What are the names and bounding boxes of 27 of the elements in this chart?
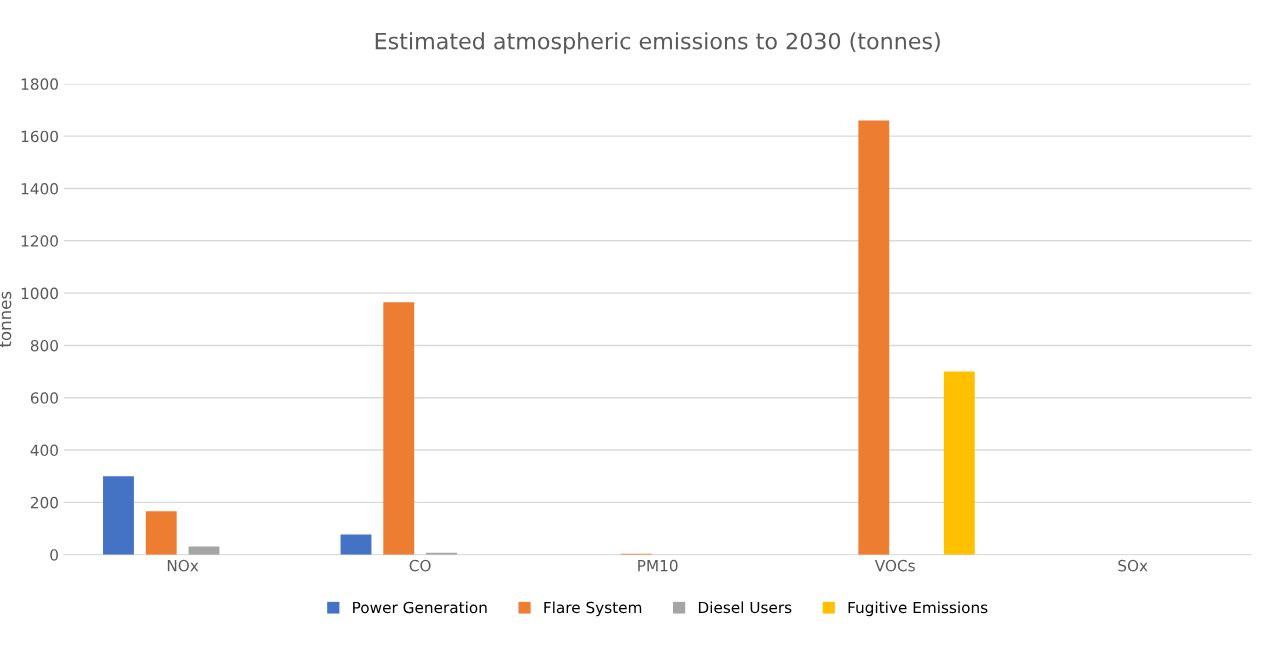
legend-label: Diesel Users (698, 601, 792, 614)
legend-label: Power Generation (353, 601, 487, 614)
y-tick-label: 1600 (21, 130, 58, 143)
legend-label: Fugitive Emissions (848, 601, 988, 617)
y-tick-label: 1200 (21, 235, 58, 247)
bar (145, 511, 177, 555)
y-tick-label: 400 (30, 444, 58, 457)
x-tick-label: CO (409, 559, 431, 572)
x-tick-label: NOx (167, 559, 199, 572)
y-tick-label: 200 (30, 496, 58, 509)
bar (340, 534, 372, 555)
y-tick-label: 800 (30, 339, 58, 352)
bar (383, 302, 415, 555)
legend-label: Flare System (544, 601, 642, 617)
x-tick-label: SOx (1118, 559, 1148, 572)
x-tick-label: PM10 (638, 559, 678, 572)
y-tick-label: 0 (50, 549, 58, 561)
y-axis-title: tonnes (0, 291, 12, 348)
y-tick-label: 1800 (21, 78, 58, 90)
y-tick-label: 600 (30, 392, 58, 404)
bar (943, 371, 975, 555)
y-tick-label: 1400 (21, 182, 58, 195)
x-tick-label: VOCs (874, 559, 915, 572)
y-tick-label: 1000 (21, 287, 58, 300)
bar (103, 476, 134, 555)
bar (858, 120, 890, 555)
chart-title: Estimated atmospheric emissions to 2030 (tonnes) (375, 32, 940, 54)
